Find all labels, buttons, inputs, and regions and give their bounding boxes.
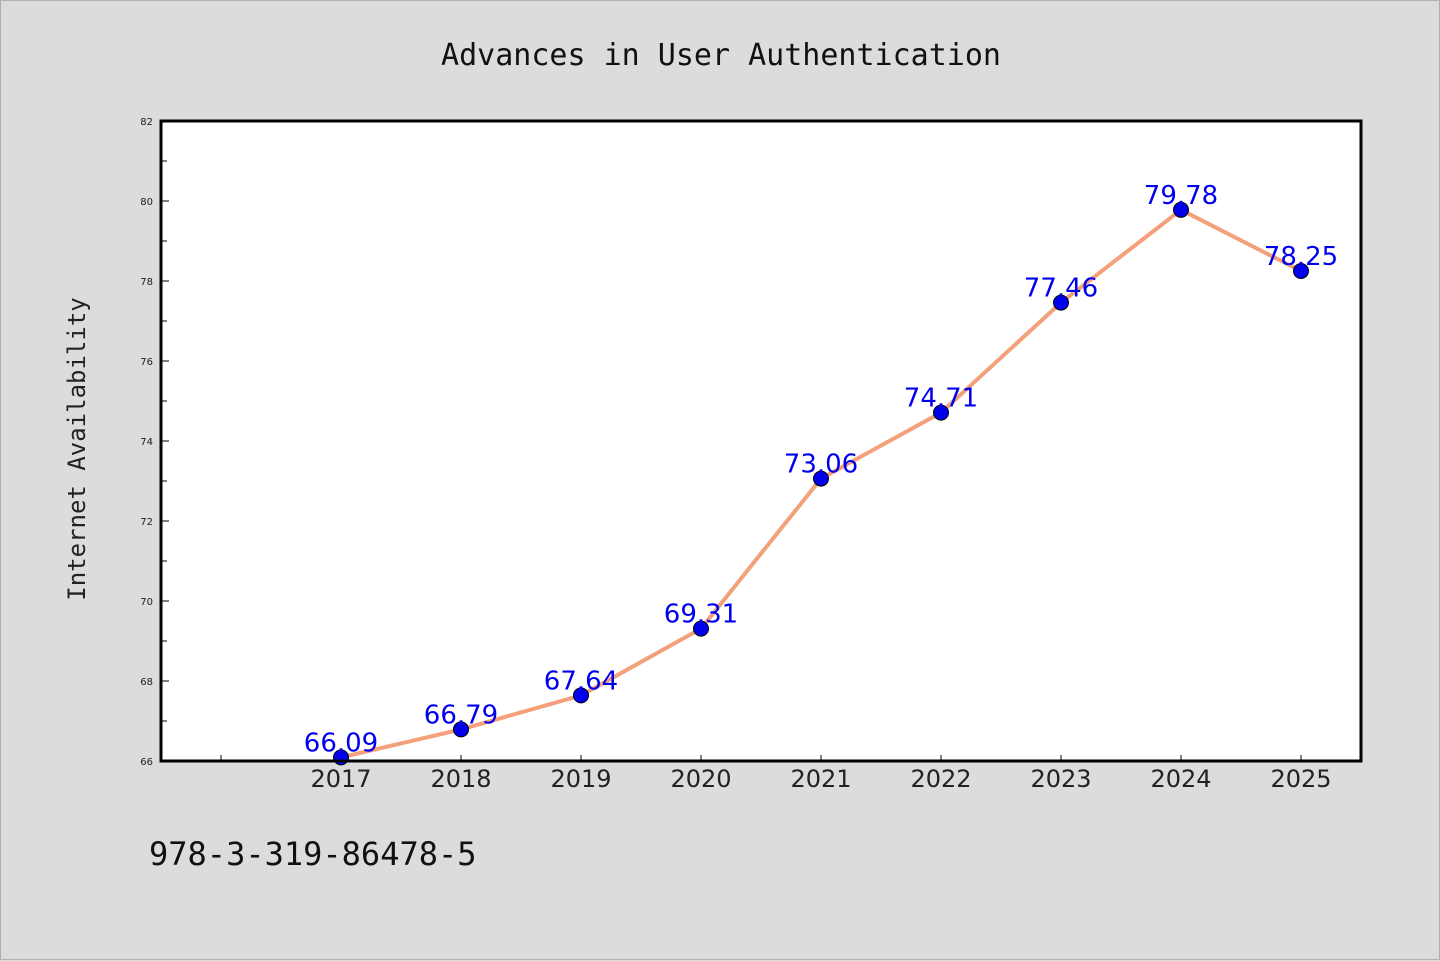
y-tick-label: 68 (140, 677, 153, 688)
data-label: 79.78 (1144, 181, 1218, 211)
data-label: 67.64 (544, 666, 618, 696)
data-point (693, 620, 709, 637)
data-labels: 66.09 66.79 67.64 69.31 73.06 74.71 77.46 79.78… (304, 181, 1338, 759)
y-tick-label: 74 (140, 437, 153, 448)
data-label: 66.79 (424, 700, 498, 730)
isbn-text: 978-3-319-86478-5 (149, 835, 477, 873)
data-point (1053, 294, 1069, 311)
x-tick-label: 2024 (1150, 765, 1211, 793)
x-tick-label: 2025 (1270, 765, 1331, 793)
axis-ticks: 66 68 70 72 74 76 78 80 82 2017 2018 2019 2020 2021 20… (140, 117, 1331, 793)
data-point (933, 404, 949, 421)
data-label: 74.71 (904, 384, 978, 414)
y-axis-label: Internet Availability (63, 297, 91, 600)
y-tick-label: 80 (140, 197, 153, 208)
x-tick-label: 2021 (790, 765, 851, 793)
series-group (333, 201, 1309, 766)
chart-title: Advances in User Authentication (441, 38, 1001, 73)
x-tick-label: 2019 (550, 765, 611, 793)
plot-border (159, 119, 1363, 763)
y-tick-label: 66 (140, 757, 153, 768)
data-label: 69.31 (664, 600, 738, 630)
y-tick-label: 72 (140, 517, 153, 528)
x-tick-label: 2020 (670, 765, 731, 793)
data-label: 73.06 (784, 450, 858, 480)
data-point (573, 687, 589, 704)
data-label: 78.25 (1264, 242, 1338, 272)
data-point (453, 721, 469, 738)
x-tick-label: 2017 (310, 765, 371, 793)
y-tick-label: 70 (140, 597, 153, 608)
x-tick-label: 2018 (430, 765, 491, 793)
data-point (1293, 263, 1309, 279)
y-tick-label: 78 (140, 277, 153, 288)
x-tick-label: 2023 (1030, 765, 1091, 793)
data-label: 66.09 (304, 728, 378, 758)
data-label: 77.46 (1024, 274, 1098, 304)
y-tick-label: 82 (140, 117, 153, 128)
y-tick-label: 76 (140, 357, 153, 368)
data-point (813, 470, 829, 487)
data-point (1173, 201, 1189, 218)
x-tick-label: 2022 (910, 765, 971, 793)
